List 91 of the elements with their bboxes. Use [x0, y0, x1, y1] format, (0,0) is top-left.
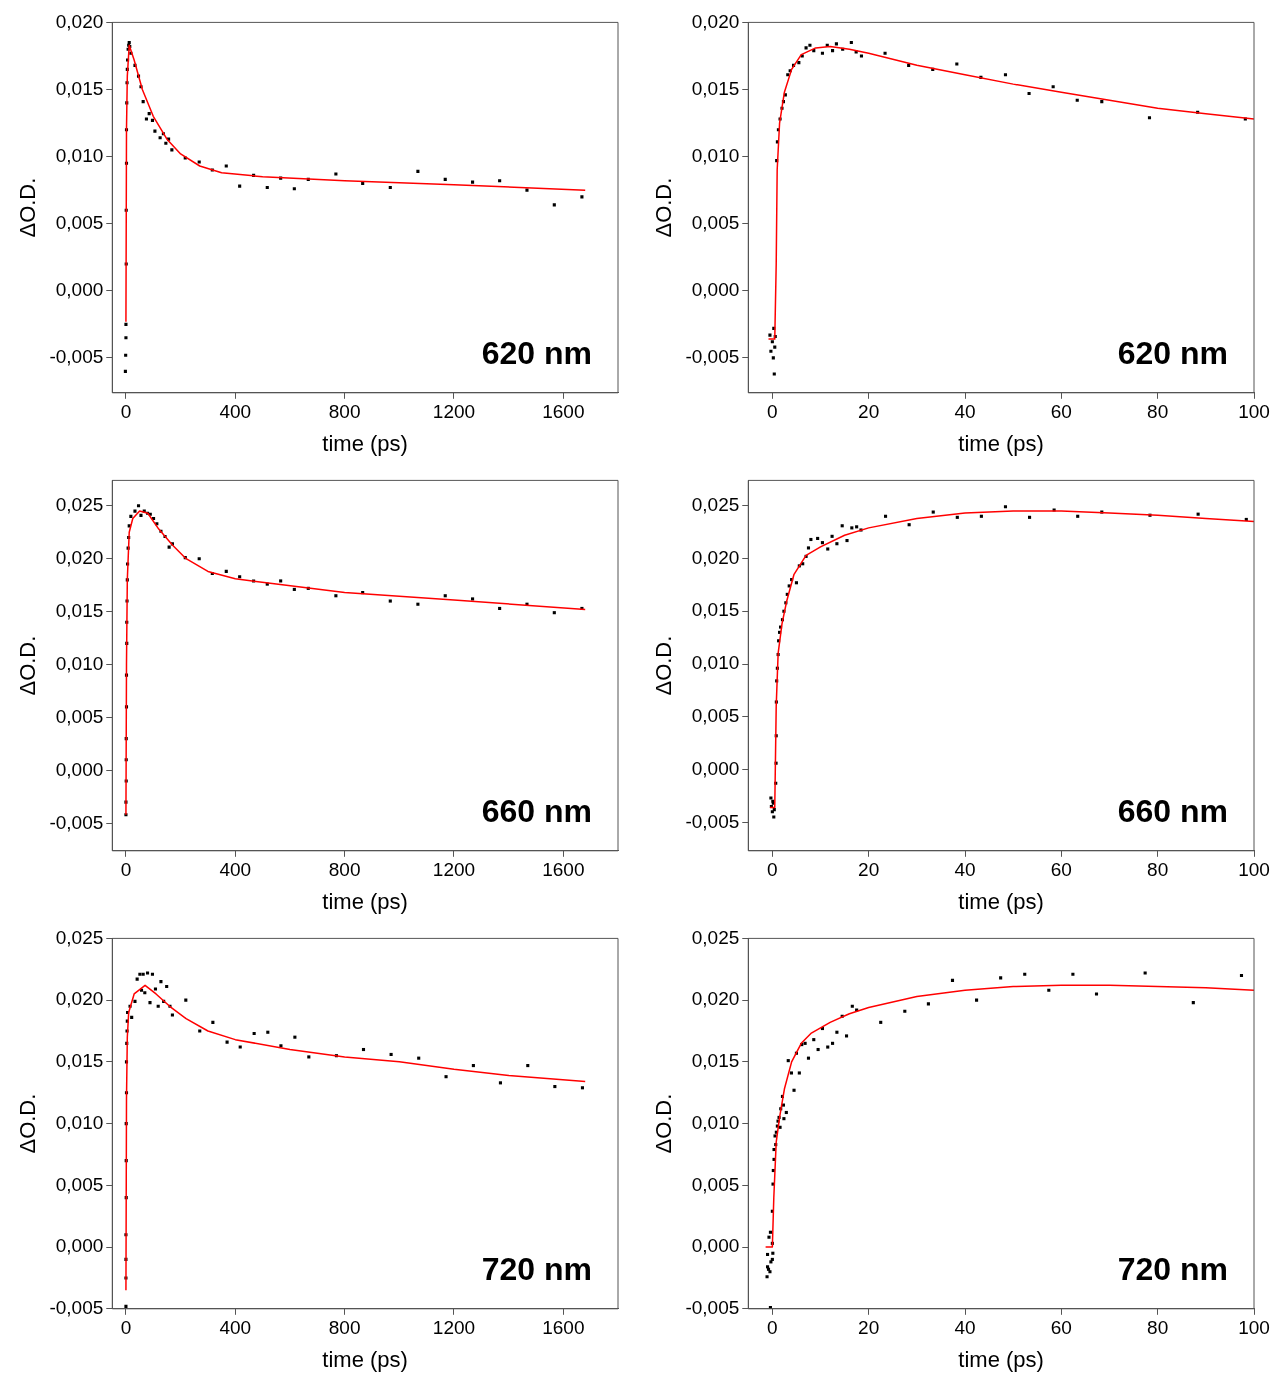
y-tick-label: 0,025 [691, 493, 740, 515]
y-axis-title: ΔO.D. [651, 1093, 677, 1154]
y-tick-label: 0,020 [55, 10, 104, 32]
y-tick-label: 0,000 [691, 1235, 740, 1257]
x-tick-label: 400 [219, 1317, 252, 1339]
x-tick-label: 20 [858, 859, 880, 881]
y-tick-label: 0,020 [691, 988, 740, 1010]
y-tick-label: 0,010 [55, 1111, 104, 1133]
x-tick-label: 800 [328, 859, 361, 881]
x-tick-label: 1600 [542, 859, 585, 881]
x-tick-label: 60 [1050, 1317, 1072, 1339]
y-tick-label: 0,025 [55, 926, 104, 948]
y-tick-label: 0,020 [691, 10, 740, 32]
y-tick-label: 0,020 [55, 546, 104, 568]
y-tick-label: 0,010 [691, 144, 740, 166]
x-tick-label: 80 [1147, 859, 1169, 881]
y-tick-label: 0,000 [55, 1235, 104, 1257]
y-tick-label: 0,010 [691, 1111, 740, 1133]
y-tick-label: -0,005 [49, 1297, 104, 1319]
annotation: 720 nm [481, 1250, 592, 1287]
y-tick-label: 0,025 [55, 494, 104, 516]
x-tick-label: 0 [767, 859, 778, 881]
x-axis-title: time (ps) [322, 430, 408, 456]
x-tick-label: 20 [858, 1317, 880, 1339]
y-tick-label: 0,005 [55, 705, 104, 727]
y-tick-label: -0,005 [685, 346, 740, 368]
x-tick-label: 100 [1238, 1317, 1270, 1339]
x-tick-label: 1200 [432, 1317, 476, 1339]
y-tick-label: 0,005 [691, 1173, 740, 1195]
x-tick-label: 400 [219, 401, 252, 423]
x-tick-label: 20 [858, 401, 880, 423]
y-tick-label: 0,015 [55, 1050, 104, 1072]
y-axis-title: ΔO.D. [15, 635, 41, 696]
y-axis-title: ΔO.D. [651, 177, 677, 238]
x-tick-label: 800 [328, 401, 361, 423]
y-axis-title: ΔO.D. [15, 177, 41, 238]
y-tick-label: 0,025 [691, 926, 740, 948]
annotation: 660 nm [1117, 792, 1228, 829]
y-tick-label: 0,000 [55, 279, 104, 301]
y-tick-label: 0,015 [691, 599, 740, 621]
y-tick-label: 0,010 [55, 144, 104, 166]
x-tick-label: 100 [1238, 859, 1270, 881]
y-tick-label: 0,015 [691, 1050, 740, 1072]
annotation: 660 nm [481, 792, 592, 829]
x-axis-title: time (ps) [958, 1346, 1044, 1372]
y-tick-label: 0,015 [55, 599, 104, 621]
annotation: 620 nm [481, 334, 592, 371]
x-tick-label: 40 [954, 401, 976, 423]
x-tick-label: 80 [1147, 1317, 1169, 1339]
y-tick-label: 0,020 [691, 546, 740, 568]
x-tick-label: 0 [120, 859, 132, 881]
x-tick-label: 400 [219, 859, 252, 881]
y-tick-label: 0,015 [691, 77, 740, 99]
y-tick-label: 0,010 [55, 652, 104, 674]
x-tick-label: 1200 [432, 859, 476, 881]
y-tick-label: 0,000 [55, 758, 104, 780]
y-tick-label: 0,005 [55, 1173, 104, 1195]
x-tick-label: 0 [767, 1317, 778, 1339]
y-tick-label: -0,005 [685, 810, 740, 832]
x-axis-title: time (ps) [958, 430, 1044, 456]
x-tick-label: 0 [120, 1317, 132, 1339]
y-tick-label: 0,005 [691, 211, 740, 233]
y-axis-title: ΔO.D. [15, 1093, 41, 1154]
x-tick-label: 80 [1147, 401, 1169, 423]
x-tick-label: 1600 [542, 1317, 585, 1339]
x-tick-label: 100 [1238, 401, 1270, 423]
x-tick-label: 60 [1050, 401, 1072, 423]
y-tick-label: -0,005 [49, 811, 104, 833]
annotation: 620 nm [1117, 334, 1228, 371]
x-tick-label: 0 [120, 401, 132, 423]
y-tick-label: -0,005 [685, 1297, 740, 1319]
x-tick-label: 1200 [432, 401, 476, 423]
x-axis-title: time (ps) [322, 888, 408, 914]
x-tick-label: 40 [954, 1317, 976, 1339]
x-tick-label: 60 [1050, 859, 1072, 881]
x-tick-label: 1600 [542, 401, 585, 423]
x-tick-label: 800 [328, 1317, 361, 1339]
y-tick-label: 0,000 [691, 757, 740, 779]
y-tick-label: -0,005 [49, 346, 104, 368]
y-tick-label: 0,015 [55, 77, 104, 99]
y-tick-label: 0,010 [691, 652, 740, 674]
y-tick-label: 0,020 [55, 988, 104, 1010]
x-axis-title: time (ps) [322, 1346, 408, 1372]
y-axis-title: ΔO.D. [651, 635, 677, 696]
y-tick-label: 0,000 [691, 279, 740, 301]
x-axis-title: time (ps) [958, 888, 1044, 914]
annotation: 720 nm [1117, 1250, 1228, 1287]
x-tick-label: 0 [767, 401, 778, 423]
y-tick-label: 0,005 [691, 705, 740, 727]
y-tick-label: 0,005 [55, 211, 104, 233]
x-tick-label: 40 [954, 859, 976, 881]
